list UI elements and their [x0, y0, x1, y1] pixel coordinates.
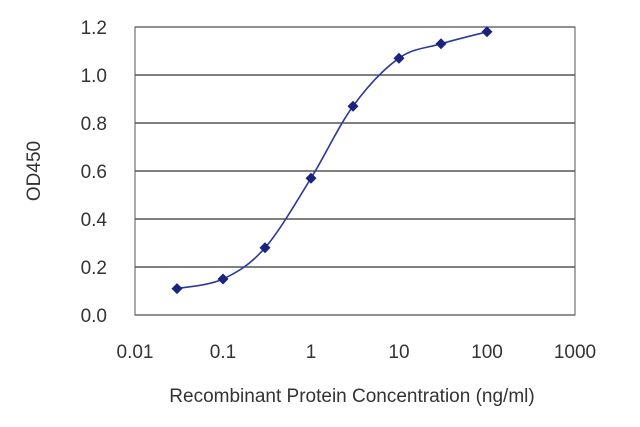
y-tick-label: 0.8 [81, 114, 107, 135]
x-tick-label: 0.1 [210, 342, 236, 363]
plot-frame [134, 26, 576, 316]
data-point-4 [347, 100, 359, 112]
y-tick-label: 1.0 [81, 66, 107, 87]
data-point-3 [305, 172, 317, 184]
grid-layer [135, 26, 575, 316]
x-tick-label: 1 [306, 342, 317, 363]
x-tick-label: 10 [388, 342, 409, 363]
y-tick-label: 0.4 [81, 210, 108, 231]
y-axis-title: OD450 [24, 141, 45, 201]
data-point-6 [435, 38, 447, 50]
series-line [176, 31, 488, 290]
y-tick-label: 0.6 [81, 162, 107, 183]
y-tick-labels: 0.0 0.2 0.4 0.6 0.8 1.0 1.2 [81, 18, 108, 327]
x-tick-labels: 0.01 0.1 1 10 100 1000 [117, 342, 597, 363]
y-tick-label: 0.0 [81, 306, 107, 327]
x-tick-label: 0.01 [117, 342, 154, 363]
x-tick-label: 100 [471, 342, 503, 363]
data-point-5 [393, 52, 405, 64]
x-axis-title: Recombinant Protein Concentration (ng/ml… [169, 386, 534, 407]
y-tick-label: 0.2 [81, 258, 107, 279]
x-tick-label: 1000 [554, 342, 596, 363]
data-point-2 [259, 242, 271, 254]
data-point-7 [481, 26, 493, 38]
data-point-0 [171, 283, 183, 295]
y-tick-label: 1.2 [81, 18, 107, 39]
data-point-1 [217, 273, 229, 285]
data-points [171, 26, 493, 295]
